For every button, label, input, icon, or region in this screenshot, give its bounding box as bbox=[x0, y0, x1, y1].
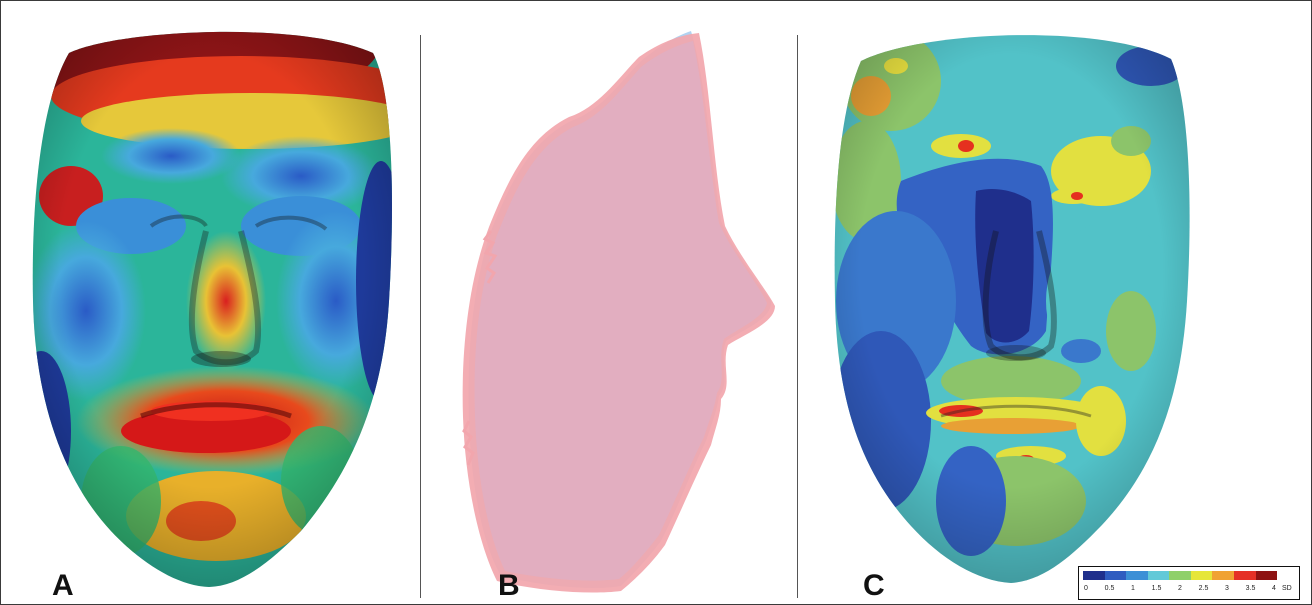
scale-swatch bbox=[1104, 571, 1127, 580]
panel-label-c: C bbox=[863, 569, 885, 602]
panel-c-sd-colormap-face bbox=[834, 35, 1190, 583]
panel-a-heatmap-face bbox=[32, 31, 392, 588]
sd-color-scale: 0 0.5 1 1.5 2 2.5 3 3.5 4 SD bbox=[1078, 566, 1300, 600]
sd-color-scale-bar bbox=[1083, 571, 1278, 580]
scale-swatch bbox=[1083, 571, 1105, 580]
scale-tick-label: 2 bbox=[1178, 585, 1182, 592]
scale-tick-label: 2.5 bbox=[1198, 585, 1209, 592]
scale-tick-label: 4 bbox=[1272, 585, 1276, 592]
scale-swatch bbox=[1126, 571, 1148, 580]
scale-tick-label: 3.5 bbox=[1245, 585, 1256, 592]
panel-b-profile-overlay bbox=[462, 31, 775, 593]
scale-tick-label: 0 bbox=[1084, 585, 1088, 592]
scale-swatch bbox=[1255, 571, 1278, 580]
scale-tick-label: 1.5 bbox=[1151, 585, 1162, 592]
sd-unit-label: SD bbox=[1282, 585, 1292, 592]
scale-tick-label: 0.5 bbox=[1104, 585, 1115, 592]
panel-label-a: A bbox=[52, 569, 74, 602]
divider-2 bbox=[797, 35, 798, 598]
scale-tick-label: 1 bbox=[1131, 585, 1135, 592]
scale-swatch bbox=[1212, 571, 1234, 580]
divider-1 bbox=[420, 35, 421, 598]
scale-tick-label: 3 bbox=[1225, 585, 1229, 592]
panel-label-b: B bbox=[498, 569, 520, 602]
scale-swatch bbox=[1169, 571, 1191, 580]
scale-swatch bbox=[1190, 571, 1213, 580]
scale-swatch bbox=[1233, 571, 1256, 580]
scale-swatch bbox=[1147, 571, 1170, 580]
